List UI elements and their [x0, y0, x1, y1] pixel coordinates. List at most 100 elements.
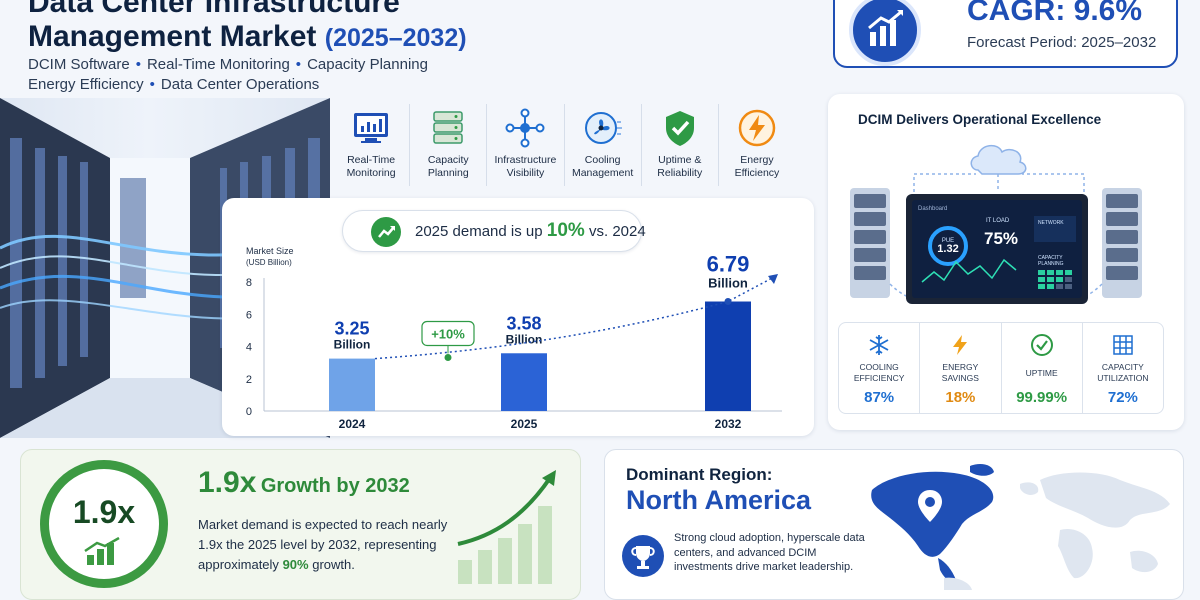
grid-icon [1113, 335, 1133, 355]
demand-suffix: vs. 2024 [588, 223, 646, 240]
tag-item: Real-Time Monitoring [146, 56, 290, 73]
metric-value: 99.99% [1016, 389, 1068, 406]
y-tick-label: 4 [246, 342, 252, 354]
title-block: Data Center Infrastructure Management Ma… [28, 0, 467, 55]
metric-uptime: UPTIME 99.99% [1002, 323, 1083, 413]
feature-label: Capacity [427, 154, 469, 166]
x-tick-label: 2024 [339, 417, 366, 431]
ops-metrics-row: COOLING EFFICIENCY 87% ENERGY SAVINGS 18% … [838, 322, 1164, 414]
ops-title: DCIM Delivers Operational Excellence [858, 112, 1102, 127]
feature-label: Efficiency [734, 167, 780, 179]
metric-label: UPTIME [1025, 367, 1058, 378]
y-tick-label: 2 [246, 374, 252, 386]
feature-label: Planning [427, 167, 469, 179]
region-description: Strong cloud adoption, hyperscale data c… [674, 532, 865, 573]
metric-cooling-efficiency: COOLING EFFICIENCY 87% [839, 323, 921, 413]
feature-label: Management [571, 167, 634, 179]
network-label: NETWORK [1038, 220, 1064, 226]
fan-icon [584, 112, 622, 144]
tag-item: DCIM Software [28, 56, 130, 73]
page-title-line2: Management Market (2025–2032) [28, 20, 467, 55]
feature-energy-efficiency: Energy Efficiency [719, 104, 795, 186]
trend-up-icon [371, 217, 401, 247]
tag-item: Capacity Planning [307, 56, 428, 73]
network-nodes-icon [505, 108, 545, 148]
topic-tags-row1: DCIM Software • Real-Time Monitoring • Capac… [28, 55, 428, 75]
growth-title: 1.9x Growth by 2032 [198, 466, 410, 500]
bar-2024 [329, 358, 375, 411]
lightning-icon [738, 109, 776, 147]
feature-label: Real-Time [347, 154, 396, 166]
server-rack-icon [1102, 188, 1142, 298]
bar-2025 [501, 353, 547, 411]
dominant-region-card [604, 449, 1184, 600]
y-tick-label: 0 [246, 406, 252, 418]
annotation-label: +10% [431, 326, 465, 341]
data-label-unit: Billion [708, 276, 748, 291]
annotation-box [421, 320, 475, 347]
y-tick-label: 8 [246, 277, 252, 289]
pue-value: 1.32 [937, 243, 958, 255]
topic-tags-row2: Energy Efficiency • Data Center Operations [28, 75, 428, 95]
trophy-icon [622, 535, 664, 577]
annotation-point [444, 353, 452, 361]
dashboard-header: Dashboard [918, 206, 947, 212]
data-label-unit: Billion [506, 332, 543, 346]
y-axis-label-line1: Market Size [246, 246, 294, 256]
metric-label: CAPACITY UTILIZATION [1097, 362, 1149, 383]
it-load-label: IT LOAD [986, 218, 1010, 224]
bullet-icon: • [295, 56, 302, 73]
demand-text: 2025 demand is up 10% vs. 2024 [415, 220, 646, 242]
trend-point [724, 298, 732, 306]
forecast-period: Forecast Period: 2025–2032 [967, 34, 1157, 51]
feature-label: Uptime & [658, 154, 702, 166]
bullet-icon: • [149, 76, 155, 93]
feature-label: Monitoring [346, 167, 396, 179]
data-label-value: 3.58 [506, 313, 541, 333]
feature-label: Visibility [506, 167, 545, 179]
metric-value: 72% [1107, 389, 1138, 406]
cagr-card: CAGR: 9.6% Forecast Period: 2025–2032 [833, 0, 1178, 68]
feature-label: Reliability [657, 167, 703, 179]
metric-energy-savings: ENERGY SAVINGS 18% [920, 323, 1002, 413]
data-label-unit: Billion [334, 338, 371, 352]
growth-chart-icon [849, 0, 921, 66]
bar-2032 [705, 301, 751, 411]
growth-highlight: 90% [282, 557, 309, 572]
tag-item: Energy Efficiency [28, 76, 144, 93]
feature-real-time-monitoring: Real-Time Monitoring [333, 104, 411, 186]
demand-prefix: 2025 demand is up [415, 223, 543, 240]
metric-value: 87% [864, 389, 895, 406]
shield-check-icon [665, 111, 694, 146]
growth-title-value: 1.9x [198, 466, 257, 499]
demand-callout: 2025 demand is up 10% vs. 2024 [342, 210, 646, 252]
x-tick-label: 2032 [715, 417, 742, 431]
lightning-icon [953, 335, 968, 355]
cloud-icon [970, 144, 1027, 175]
region-name: North America [626, 485, 812, 515]
demand-highlight: 10% [546, 220, 585, 241]
growth-ring-value: 1.9x [72, 494, 136, 530]
pue-label: PUE [942, 238, 954, 244]
location-pin-icon [918, 490, 942, 522]
world-map-illustration [871, 464, 1170, 590]
page-title-years: (2025–2032) [324, 24, 467, 52]
feature-uptime-reliability: Uptime & Reliability [642, 104, 719, 186]
snowflake-icon [869, 335, 889, 355]
feature-capacity-planning: Capacity Planning [410, 104, 488, 186]
feature-infrastructure-visibility: Infrastructure Visibility [487, 104, 565, 186]
data-label-value: 3.25 [334, 319, 369, 339]
region-label: Dominant Region: [626, 465, 773, 484]
y-tick-label: 6 [246, 309, 252, 321]
growth-title-text: Growth by 2032 [260, 475, 410, 497]
feature-label: Energy [740, 154, 774, 166]
capacity-label-line2: PLANNING [1038, 261, 1064, 267]
growth-ring: 1.9x [40, 460, 168, 588]
metric-value: 18% [945, 389, 976, 406]
server-rack-icon [433, 111, 463, 144]
cagr-value: CAGR: 9.6% [967, 0, 1143, 27]
server-rack-icon [850, 188, 890, 298]
growth-description: Market demand is expected to reach nearl… [198, 517, 448, 572]
it-load-value: 75% [984, 229, 1018, 248]
bullet-icon: • [135, 56, 141, 73]
